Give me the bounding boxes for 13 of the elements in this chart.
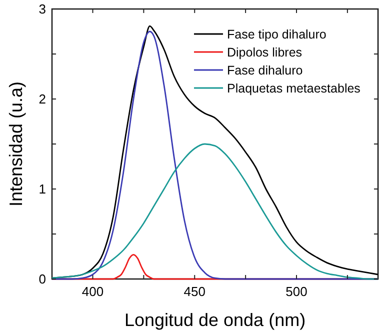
legend-label: Fase dihaluro bbox=[227, 63, 303, 78]
y-tick-label: 1 bbox=[38, 182, 46, 197]
x-tick-label: 500 bbox=[286, 284, 308, 299]
x-tick-label: 400 bbox=[82, 284, 104, 299]
legend-label: Plaquetas metaestables bbox=[227, 81, 360, 96]
x-axis-title: Longitud de onda (nm) bbox=[124, 310, 306, 330]
y-axis-title: Intensidad (u.a) bbox=[6, 81, 26, 207]
legend-label: Dipolos libres bbox=[227, 45, 302, 60]
y-tick-label: 2 bbox=[38, 92, 46, 107]
y-tick-label: 0 bbox=[38, 272, 46, 287]
legend-label: Fase tipo dihaluro bbox=[227, 27, 326, 42]
x-tick-label: 450 bbox=[184, 284, 206, 299]
y-tick-label: 3 bbox=[38, 2, 46, 17]
